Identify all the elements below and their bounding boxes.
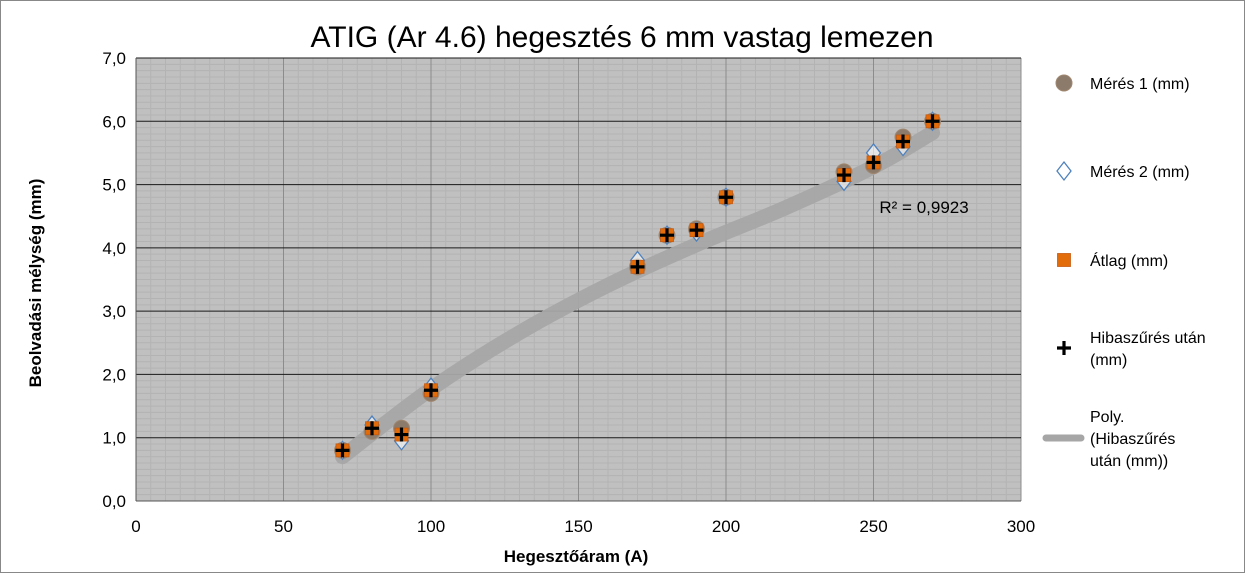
r2-label: R² = 0,9923 — [879, 198, 968, 217]
x-tick-label: 200 — [712, 517, 740, 536]
x-tick-label: 250 — [859, 517, 887, 536]
data-point-plus — [896, 134, 910, 149]
x-tick-label: 100 — [417, 517, 445, 536]
legend-marker-circle — [1055, 74, 1073, 92]
x-tick-label: 150 — [564, 517, 592, 536]
legend-item: Poly. (Hibaszűrés után (mm)) — [1042, 409, 1175, 470]
y-tick-label: 0,0 — [102, 492, 126, 511]
series-plus — [335, 114, 940, 458]
chart-title: ATIG (Ar 4.6) hegesztés 6 mm vastag leme… — [310, 21, 933, 54]
y-tick-label: 2,0 — [102, 365, 126, 384]
data-point-plus — [424, 383, 438, 398]
legend-label: Hibaszűrés után — [1090, 330, 1206, 347]
y-tick-label: 3,0 — [102, 302, 126, 321]
data-point-plus — [335, 443, 350, 458]
x-tick-label: 50 — [274, 517, 293, 536]
data-point-plus — [837, 168, 851, 183]
data-point-plus — [365, 421, 379, 436]
data-point-plus — [394, 427, 409, 442]
x-axis-label: Hegesztőáram (A) — [504, 547, 649, 566]
data-point-plus — [630, 259, 645, 274]
legend-marker-plus — [1057, 341, 1071, 355]
y-tick-label: 6,0 — [102, 112, 126, 131]
data-point-plus — [866, 155, 881, 170]
legend-item: Hibaszűrés után (mm) — [1057, 330, 1206, 369]
data-point-plus — [719, 190, 733, 205]
legend: Mérés 1 (mm) Mérés 2 (mm) Átlag (mm) Hibasz… — [1042, 74, 1206, 470]
legend-label: Mérés 2 (mm) — [1090, 164, 1190, 181]
legend-item: Mérés 2 (mm) — [1056, 160, 1190, 182]
legend-label: (Hibaszűrés — [1090, 431, 1175, 448]
legend-item: Mérés 1 (mm) — [1055, 74, 1190, 93]
legend-label: után (mm)) — [1090, 453, 1168, 470]
y-tick-label: 5,0 — [102, 176, 126, 195]
x-tick-label: 300 — [1007, 517, 1035, 536]
legend-label: Poly. — [1090, 409, 1124, 426]
legend-label: (mm) — [1090, 352, 1127, 369]
data-point-plus — [689, 223, 704, 238]
data-point-plus — [925, 114, 940, 129]
data-point-plus — [660, 228, 674, 243]
x-tick-label: 0 — [131, 517, 140, 536]
y-tick-label: 7,0 — [102, 49, 126, 68]
legend-item: Átlag (mm) — [1057, 251, 1168, 270]
y-tick-label: 4,0 — [102, 239, 126, 258]
legend-marker-square — [1057, 253, 1071, 267]
plot-area: 0 50 100 150 200 250 300 0,0 1,0 2,0 3,0 4,0 5,0 6,0 7… — [102, 49, 1035, 536]
y-axis-label: Beolvadási mélység (mm) — [26, 179, 45, 388]
legend-label: Mérés 1 (mm) — [1090, 76, 1190, 93]
y-tick-label: 1,0 — [102, 429, 126, 448]
legend-label: Átlag (mm) — [1090, 251, 1168, 270]
legend-marker-diamond — [1056, 160, 1072, 182]
